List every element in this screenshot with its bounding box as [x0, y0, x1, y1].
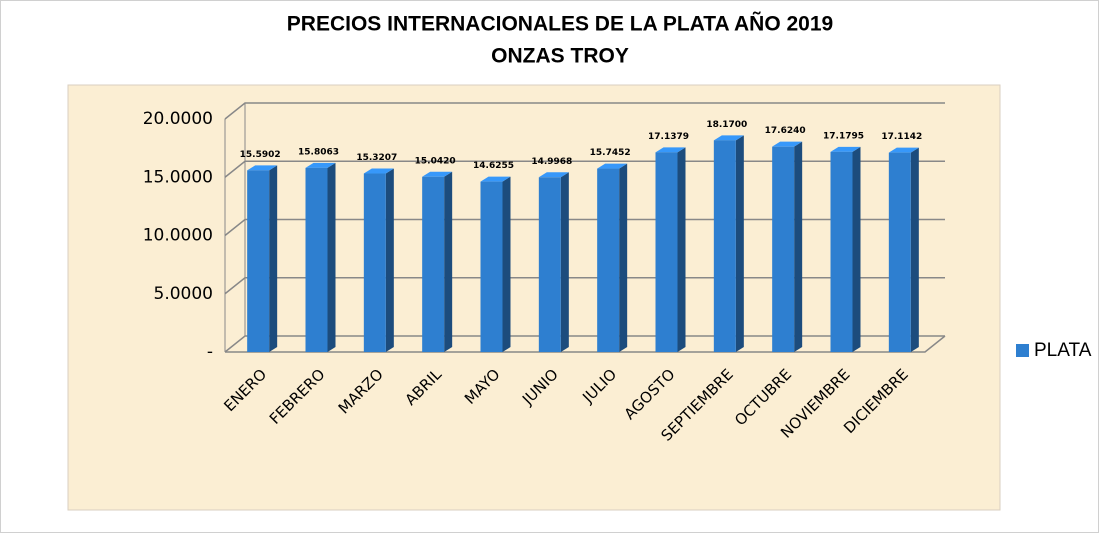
- chart-title: PRECIOS INTERNACIONALES DE LA PLATA AÑO …: [287, 13, 833, 36]
- bar-face: [655, 152, 678, 352]
- chart-subtitle: ONZAS TROY: [491, 45, 629, 68]
- bar-face: [305, 162, 336, 168]
- bar-face: [422, 171, 453, 177]
- grid-line: [224, 277, 945, 295]
- bar-face: [305, 167, 328, 352]
- bar-face: [794, 141, 803, 352]
- y-tick-label: 15.0000: [143, 167, 213, 187]
- value-label: 17.1795: [823, 131, 864, 141]
- bar: [247, 165, 278, 352]
- bar: [363, 168, 394, 352]
- value-label: 17.1142: [881, 132, 922, 142]
- bar-face: [247, 170, 270, 352]
- bar-face: [363, 168, 394, 174]
- bar-face: [910, 147, 919, 352]
- bar-face: [772, 146, 795, 352]
- bar-face: [422, 176, 445, 352]
- bar-face: [538, 177, 561, 352]
- y-tick-label: -: [207, 342, 213, 362]
- bar-face: [444, 171, 453, 352]
- bar: [597, 163, 628, 352]
- grid-line: [224, 218, 945, 237]
- value-label: 15.3207: [356, 153, 397, 163]
- value-label: 15.5902: [240, 150, 281, 160]
- bar-face: [597, 168, 620, 352]
- bar-face: [713, 135, 744, 141]
- bar-face: [385, 168, 394, 352]
- grid-line: [224, 335, 945, 353]
- bar-face: [363, 173, 386, 352]
- bar-face: [830, 151, 853, 352]
- grid-line: [224, 102, 945, 120]
- bar-face: [677, 147, 686, 352]
- bar: [305, 162, 336, 352]
- bar: [655, 147, 686, 352]
- legend-label: PLATA: [1034, 340, 1092, 361]
- value-label: 14.6255: [473, 161, 514, 171]
- bar-face: [247, 165, 278, 171]
- bar-face: [713, 140, 736, 352]
- floor: [225, 335, 946, 353]
- bar-face: [269, 165, 278, 352]
- bar: [538, 172, 569, 352]
- y-tick-label: 5.0000: [154, 284, 213, 304]
- bar: [480, 176, 511, 352]
- bar: [713, 135, 744, 352]
- bar: [888, 147, 919, 352]
- value-label: 17.1379: [648, 132, 689, 142]
- value-label: 18.1700: [706, 120, 747, 130]
- value-label: 15.0420: [415, 156, 456, 166]
- bar: [772, 141, 803, 352]
- bar-face: [502, 176, 511, 352]
- y-tick-label: 10.0000: [143, 226, 213, 246]
- grid-line: [224, 160, 945, 178]
- y-tick-label: 20.0000: [143, 109, 213, 129]
- bar-face: [480, 176, 511, 182]
- bar-face: [597, 163, 628, 169]
- bar-face: [830, 146, 861, 152]
- bar-face: [619, 163, 628, 352]
- bar: [830, 146, 861, 352]
- value-label: 15.7452: [590, 148, 631, 158]
- bar-face: [655, 147, 686, 153]
- value-label: 17.6240: [765, 126, 806, 136]
- value-label: 14.9968: [531, 157, 572, 167]
- bar-face: [888, 147, 919, 153]
- bar-face: [772, 141, 803, 147]
- bar-face: [560, 172, 569, 352]
- bar-face: [888, 152, 911, 352]
- bar: [422, 171, 453, 352]
- bar-face: [327, 162, 336, 352]
- bar-face: [852, 146, 861, 352]
- legend-swatch: [1016, 344, 1029, 357]
- bar-face: [538, 172, 569, 178]
- value-label: 15.8063: [298, 147, 339, 157]
- bar-face: [480, 181, 503, 352]
- bar-face: [735, 135, 744, 352]
